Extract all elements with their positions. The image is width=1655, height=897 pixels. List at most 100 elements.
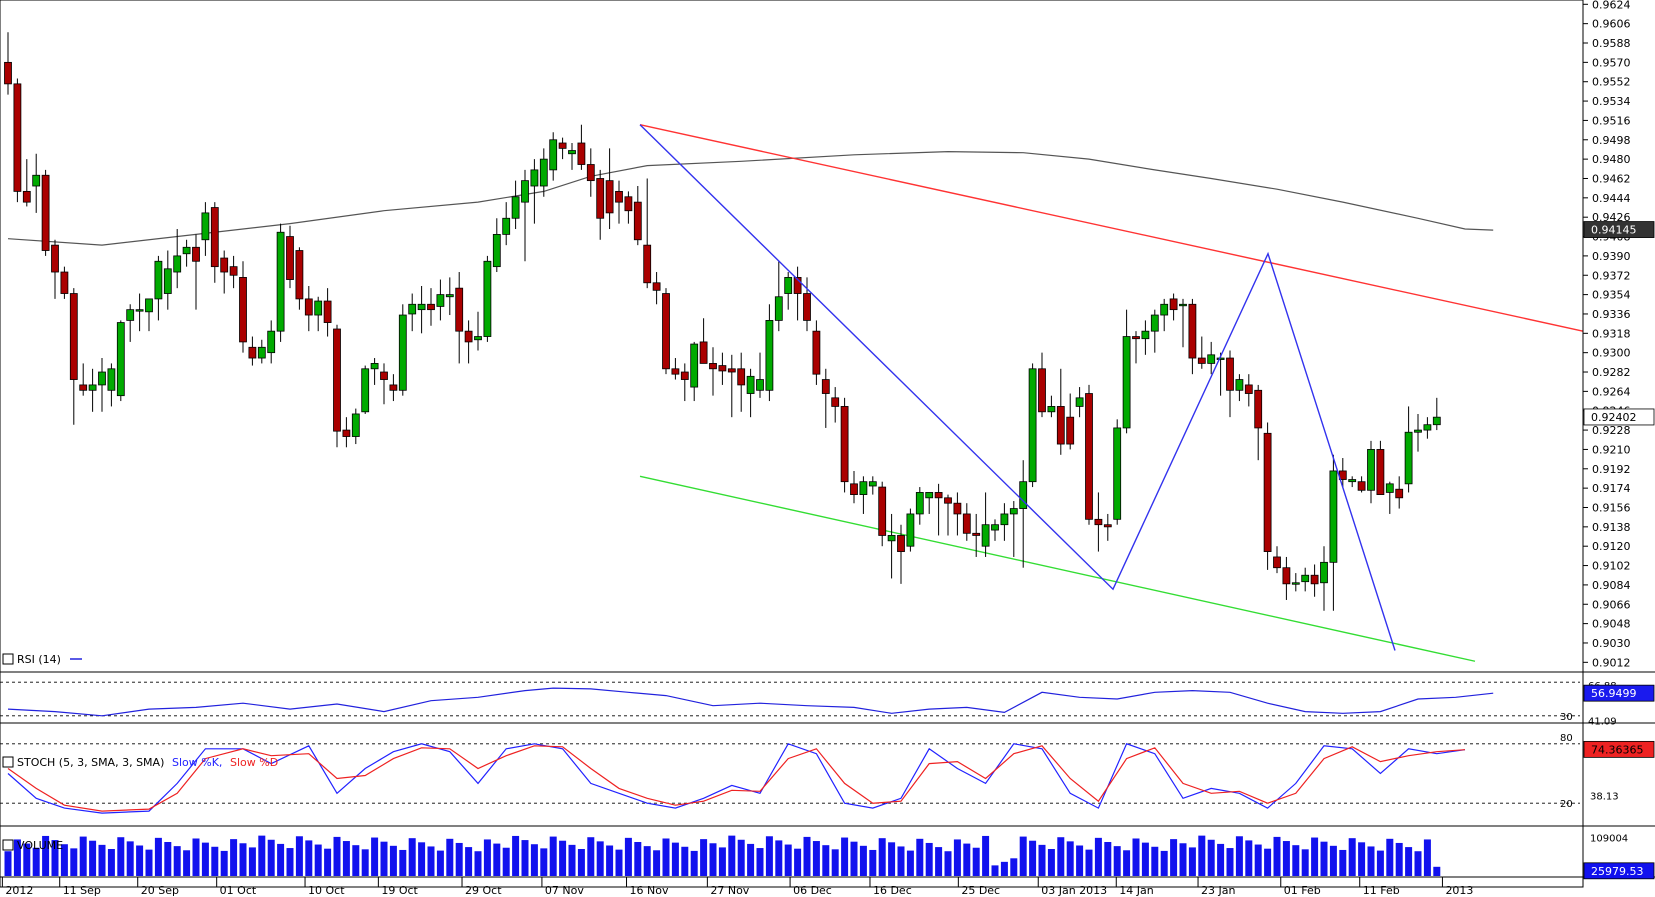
candle <box>727 354 736 418</box>
volume-bar <box>925 842 933 876</box>
volume-bar <box>1094 837 1102 876</box>
candle-body <box>539 158 548 187</box>
candle <box>88 368 97 412</box>
volume-bar <box>371 837 379 876</box>
candle-body <box>615 190 623 203</box>
volume-bar <box>389 845 397 876</box>
volume-bar <box>1217 843 1225 876</box>
volume-bar <box>23 843 31 876</box>
volume-bar <box>98 844 106 876</box>
volume-bar <box>963 843 971 876</box>
candle-body <box>521 180 529 203</box>
volume-bar <box>916 838 924 876</box>
candle-body <box>351 413 360 437</box>
rsi-line <box>7 687 1494 717</box>
candle-body <box>304 298 313 316</box>
candle <box>1113 419 1122 525</box>
candle-body <box>972 532 981 536</box>
volume-bar <box>906 850 914 876</box>
candle <box>1414 413 1422 452</box>
candle-body <box>1132 336 1140 340</box>
candle-body <box>671 368 680 375</box>
candle-body <box>1357 481 1366 491</box>
candle <box>1235 374 1244 402</box>
candle-body <box>201 212 210 241</box>
candle-body <box>22 190 31 203</box>
candle <box>1160 298 1169 332</box>
stoch-value-badge: 74.36365 <box>1583 740 1655 758</box>
volume-bar <box>859 845 867 876</box>
candle <box>267 320 276 364</box>
candle-body <box>51 244 59 273</box>
candle-body <box>210 207 219 268</box>
candle-body <box>1235 379 1244 391</box>
x-tick-label: 07 Nov <box>545 884 584 897</box>
candle-body <box>295 250 304 300</box>
candle-body <box>1348 479 1357 483</box>
volume-collapse-icon[interactable] <box>2 839 14 851</box>
volume-bar <box>549 836 557 876</box>
candle <box>680 363 689 402</box>
price-tick-label: 0.9264 <box>1592 385 1631 398</box>
volume-bar <box>540 848 548 876</box>
candle-body <box>821 379 830 394</box>
candle-body <box>887 535 896 542</box>
candle <box>906 508 915 552</box>
candle-body <box>135 309 144 312</box>
volume-bar <box>1273 836 1281 876</box>
volume-bar <box>1358 842 1366 876</box>
x-tick-label: 27 Nov <box>710 884 749 897</box>
candle-body <box>182 246 191 255</box>
price-tick-label: 0.9336 <box>1592 308 1631 321</box>
rsi-collapse-icon[interactable] <box>2 653 14 665</box>
candle <box>1188 298 1197 375</box>
candle <box>1226 350 1234 418</box>
candle-body <box>1141 330 1150 340</box>
candle <box>633 186 642 246</box>
candle-body <box>934 492 943 499</box>
candle-body <box>1423 424 1432 431</box>
ma-value-badge-text: 0.94145 <box>1591 224 1637 237</box>
price-tick-label: 0.9048 <box>1592 618 1631 631</box>
volume-bar <box>32 847 40 876</box>
price-tick-label: 0.9138 <box>1592 521 1631 534</box>
candle <box>483 255 492 342</box>
volume-bar <box>474 851 482 876</box>
x-tick-label: 16 Dec <box>873 884 912 897</box>
volume-bar <box>239 843 247 876</box>
volume-bar <box>267 839 275 876</box>
candle-body <box>662 293 670 370</box>
stoch-tick-label: 80 <box>1560 733 1573 744</box>
candle <box>79 363 88 396</box>
candle-body <box>652 282 661 291</box>
volume-bar <box>333 836 341 876</box>
x-tick-label: 01 Oct <box>220 884 257 897</box>
volume-bar <box>455 842 463 876</box>
candle-body <box>1320 561 1328 584</box>
candle-body <box>1282 567 1291 585</box>
volume-bar <box>615 849 623 876</box>
candle <box>737 352 746 412</box>
candle-body <box>793 277 802 294</box>
candle-body <box>173 255 182 273</box>
candle <box>229 255 238 289</box>
candle <box>135 293 144 332</box>
candle <box>22 159 31 207</box>
volume-bar <box>51 840 59 876</box>
candle <box>784 272 793 310</box>
x-tick-label: 19 Oct <box>381 884 418 897</box>
volume-bar <box>1010 858 1018 876</box>
candle <box>1150 309 1159 353</box>
volume-bar <box>747 843 755 876</box>
candle <box>887 513 896 579</box>
candle-body <box>1310 574 1319 585</box>
volume-bar <box>1179 843 1187 876</box>
last-price-badge-text: 0.92402 <box>1591 411 1637 424</box>
volume-bar <box>1414 851 1422 876</box>
volume-bar <box>606 845 614 876</box>
volume-bar <box>935 847 943 876</box>
volume-bar <box>230 839 238 876</box>
candle <box>323 288 332 337</box>
stoch-collapse-icon[interactable] <box>2 756 14 768</box>
